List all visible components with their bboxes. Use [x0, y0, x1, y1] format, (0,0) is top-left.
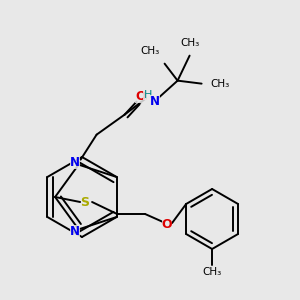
- Text: S: S: [81, 196, 90, 208]
- Text: H: H: [143, 90, 152, 100]
- Text: CH₃: CH₃: [140, 46, 159, 56]
- Text: CH₃: CH₃: [202, 267, 222, 277]
- Text: N: N: [70, 225, 80, 238]
- Text: O: O: [135, 90, 146, 103]
- Text: N: N: [70, 156, 80, 169]
- Text: N: N: [150, 95, 160, 108]
- Text: CH₃: CH₃: [180, 38, 199, 48]
- Text: O: O: [162, 218, 172, 230]
- Text: CH₃: CH₃: [210, 79, 229, 88]
